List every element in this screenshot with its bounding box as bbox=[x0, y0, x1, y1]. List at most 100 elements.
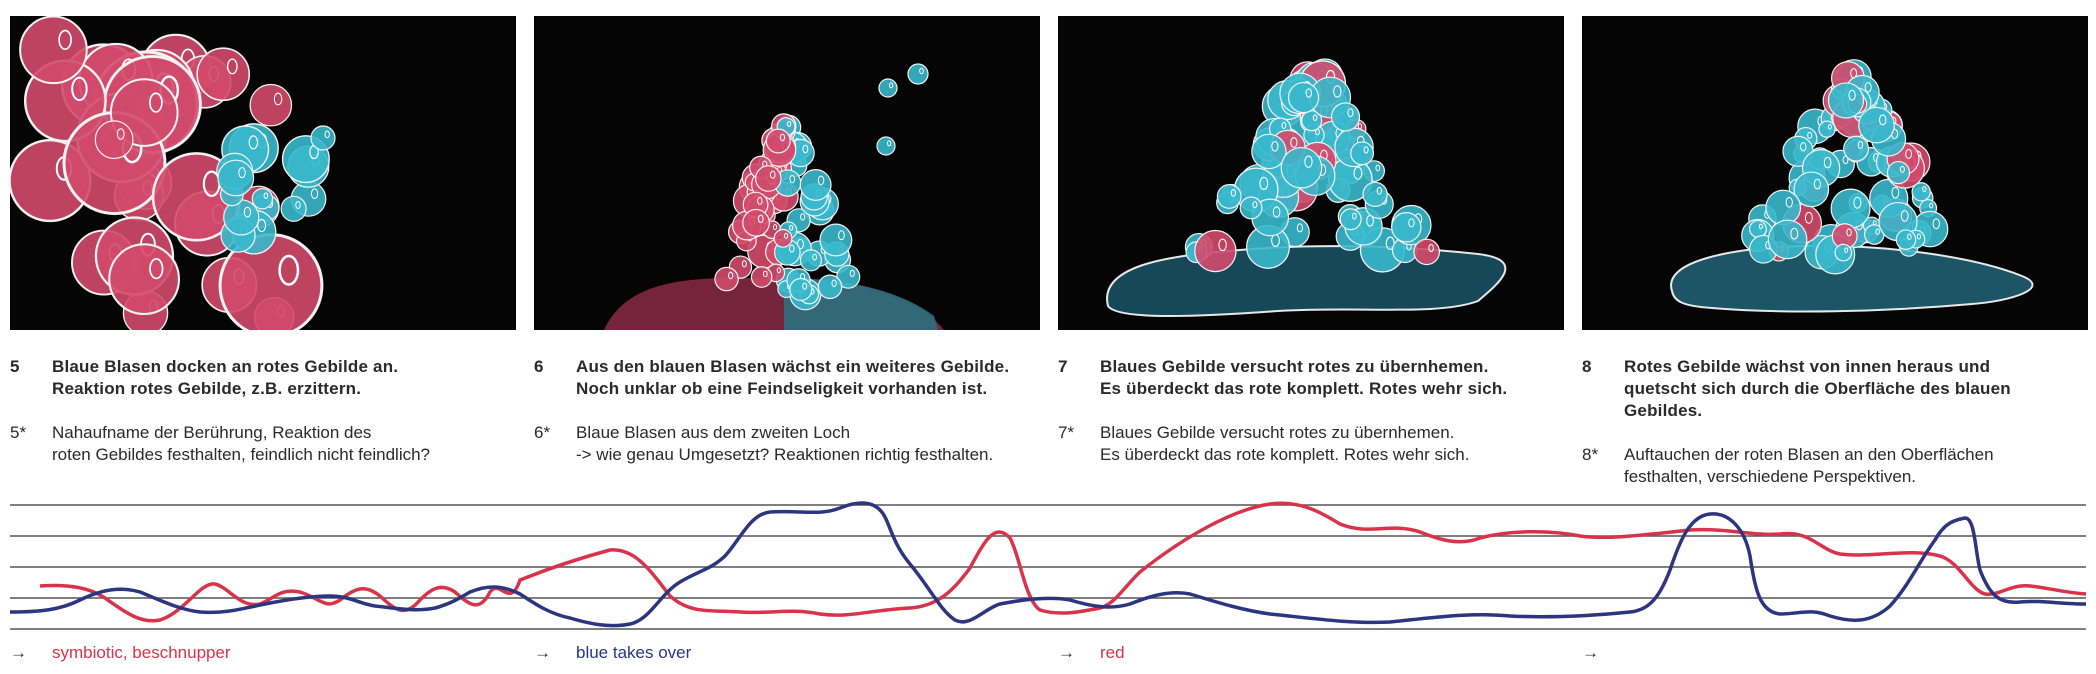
legend-label: symbiotic, beschnupper bbox=[52, 643, 231, 662]
arrow-right-icon: → bbox=[10, 643, 27, 662]
bubble-highlight bbox=[1899, 165, 1905, 173]
bubble-highlight bbox=[772, 224, 778, 231]
arrow-right-icon: → bbox=[1058, 643, 1075, 662]
storyboard-panel-6 bbox=[534, 16, 1040, 330]
bubble bbox=[1911, 182, 1931, 202]
bubbles-illustration-6 bbox=[604, 63, 944, 330]
bubble-highlight bbox=[728, 271, 734, 280]
bubble-highlight bbox=[1905, 149, 1912, 159]
bubble-highlight bbox=[1804, 211, 1813, 224]
bubble-highlight bbox=[310, 188, 319, 200]
bubble bbox=[876, 136, 896, 156]
legend-label: blue takes over bbox=[576, 643, 692, 662]
bubble bbox=[1330, 102, 1361, 132]
bubble bbox=[742, 208, 770, 237]
scene-title: Blaues Gebilde versucht rotes zu übernhe… bbox=[1100, 357, 1508, 398]
bubble bbox=[1239, 196, 1263, 220]
bubble-highlight bbox=[1218, 238, 1227, 252]
note-number: 5* bbox=[10, 423, 27, 442]
scene-number: 7 bbox=[1058, 357, 1068, 376]
bubble-highlight bbox=[1230, 189, 1237, 197]
bubble-highlight bbox=[71, 76, 88, 102]
bubble bbox=[1843, 135, 1870, 162]
bubble bbox=[19, 16, 88, 85]
bubble-highlight bbox=[58, 29, 72, 50]
bubble-highlight bbox=[789, 174, 796, 184]
scene-number: 6 bbox=[534, 357, 544, 376]
legend-label: red bbox=[1100, 643, 1125, 662]
scene-title: Rotes Gebilde wächst von innen heraus un… bbox=[1624, 357, 2011, 420]
bubble-highlight bbox=[789, 244, 795, 253]
bubble-highlight bbox=[257, 218, 267, 233]
blue-tension-line bbox=[10, 501, 2086, 628]
bubble bbox=[1895, 229, 1917, 250]
bubble bbox=[249, 83, 293, 127]
bubble-highlight bbox=[762, 270, 768, 278]
bubble-highlight bbox=[324, 130, 330, 139]
bubble bbox=[1834, 243, 1853, 262]
bubble-highlight bbox=[1347, 108, 1354, 118]
bubble-highlight bbox=[1891, 186, 1900, 199]
bubble-highlight bbox=[1408, 218, 1415, 228]
bubble-highlight bbox=[1846, 228, 1852, 237]
bubble-highlight bbox=[1290, 137, 1298, 148]
bubble-highlight bbox=[769, 170, 776, 179]
bubble-highlight bbox=[1922, 186, 1927, 193]
bubble bbox=[1413, 238, 1440, 266]
bubble bbox=[1194, 229, 1237, 273]
bubble-highlight bbox=[116, 128, 125, 140]
bubble-highlight bbox=[1333, 85, 1342, 98]
bubble-highlight bbox=[1857, 140, 1864, 149]
note-number: 7* bbox=[1058, 423, 1075, 442]
bubble-highlight bbox=[757, 214, 764, 224]
bubble bbox=[108, 243, 180, 316]
red-tension-line bbox=[39, 501, 2086, 623]
bubble-highlight bbox=[812, 253, 817, 261]
bubbles-illustration-5 bbox=[10, 16, 336, 330]
bubble-highlight bbox=[1823, 156, 1832, 169]
bubble-highlight bbox=[919, 67, 924, 75]
bubble-highlight bbox=[1853, 196, 1862, 209]
bubble-highlight bbox=[1305, 88, 1313, 98]
bubble bbox=[251, 188, 274, 210]
bubble bbox=[1280, 146, 1323, 189]
bubble-highlight bbox=[1351, 212, 1357, 220]
bubble bbox=[1827, 82, 1865, 119]
note-number: 6* bbox=[534, 423, 551, 442]
bubble bbox=[1858, 106, 1895, 144]
bubble bbox=[196, 47, 251, 102]
bubble bbox=[773, 228, 793, 248]
bubble-highlight bbox=[787, 120, 792, 127]
bubble-highlight bbox=[802, 282, 808, 290]
bubble-highlight bbox=[779, 133, 786, 142]
scene-title: Aus den blauen Blasen wächst ein weitere… bbox=[576, 357, 1010, 398]
bubble bbox=[1350, 141, 1375, 166]
scene-number: 5 bbox=[10, 357, 20, 376]
bubble bbox=[755, 165, 782, 192]
bubble bbox=[310, 125, 336, 151]
bubble-highlight bbox=[831, 279, 837, 288]
bubble-highlight bbox=[784, 232, 789, 239]
bubble-highlight bbox=[149, 92, 163, 113]
bubble bbox=[280, 195, 307, 222]
bubble-highlight bbox=[278, 254, 300, 286]
bubbles-illustration-8 bbox=[1670, 59, 2034, 313]
bubble-highlight bbox=[800, 213, 806, 221]
bubble-highlight bbox=[1281, 122, 1287, 130]
bubble-highlight bbox=[1879, 114, 1887, 126]
bubble bbox=[1748, 219, 1767, 238]
legend-item-5: → symbiotic, beschnupper bbox=[10, 642, 231, 664]
scene-note: Auftauchen der roten Blasen an den Oberf… bbox=[1624, 445, 1994, 486]
bubble-highlight bbox=[1304, 155, 1313, 168]
arrow-right-icon: → bbox=[1582, 643, 1599, 662]
storyboard-panel-5 bbox=[10, 16, 516, 330]
bubble bbox=[765, 128, 791, 154]
bubble-highlight bbox=[1259, 176, 1269, 190]
bubble-highlight bbox=[1827, 124, 1832, 130]
bubble-highlight bbox=[838, 230, 845, 241]
scene-caption-5: 5 Blaue Blasen docken an rotes Gebilde a… bbox=[10, 356, 516, 466]
bubbles-illustration-7 bbox=[1106, 58, 1507, 317]
storyboard-panel-7 bbox=[1058, 16, 1564, 330]
bubble-highlight bbox=[889, 82, 894, 89]
bubble bbox=[789, 277, 813, 302]
